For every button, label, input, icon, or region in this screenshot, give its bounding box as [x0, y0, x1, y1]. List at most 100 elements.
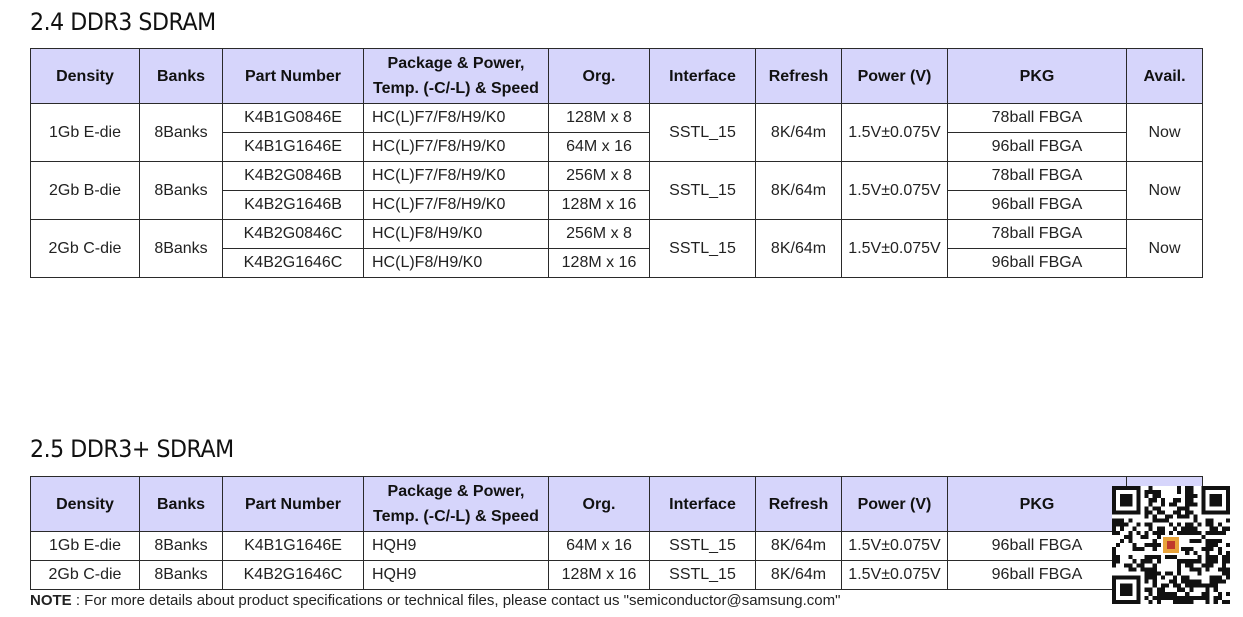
cell-part-number: K4B2G0846B	[222, 161, 364, 191]
cell-interface: SSTL_15	[649, 103, 756, 162]
cell-part-number: K4B2G1646B	[222, 190, 364, 220]
cell-package-speed: HC(L)F7/F8/H9/K0	[363, 190, 549, 220]
note-body: : For more details about product specifi…	[71, 592, 841, 609]
cell-density: 2Gb B-die	[30, 161, 140, 220]
note-label: NOTE	[30, 592, 72, 609]
ddr3-table: Density Banks Part Number Package & Powe…	[30, 48, 1203, 278]
cell-refresh: 8K/64m	[755, 219, 842, 278]
cell-org: 256M x 8	[548, 161, 650, 191]
cell-org: 128M x 16	[548, 560, 650, 590]
cell-density: 2Gb C-die	[30, 219, 140, 278]
cell-package-speed: HC(L)F8/H9/K0	[363, 248, 549, 278]
section-title-ddr3-plus: 2.5 DDR3+ SDRAM	[30, 435, 234, 463]
cell-package-speed: HQH9	[363, 531, 549, 561]
table-header-row: Density Banks Part Number Package & Powe…	[30, 476, 1203, 532]
cell-interface: SSTL_15	[649, 531, 756, 561]
cell-pkg: 78ball FBGA	[947, 219, 1127, 249]
cell-density: 2Gb C-die	[30, 560, 140, 590]
header-refresh: Refresh	[755, 48, 842, 104]
cell-org: 128M x 16	[548, 190, 650, 220]
cell-density: 1Gb E-die	[30, 103, 140, 162]
cell-avail: Now	[1126, 161, 1203, 220]
section-title-ddr3: 2.4 DDR3 SDRAM	[30, 8, 216, 36]
cell-refresh: 8K/64m	[755, 531, 842, 561]
cell-pkg: 78ball FBGA	[947, 161, 1127, 191]
header-org: Org.	[548, 48, 650, 104]
cell-package-speed: HC(L)F7/F8/H9/K0	[363, 103, 549, 133]
cell-banks: 8Banks	[139, 531, 223, 561]
cell-interface: SSTL_15	[649, 560, 756, 590]
header-package-speed: Package & Power, Temp. (-C/-L) & Speed	[363, 48, 549, 104]
cell-avail: Now	[1126, 103, 1203, 162]
cell-pkg: 96ball FBGA	[947, 560, 1127, 590]
cell-interface: SSTL_15	[649, 219, 756, 278]
cell-density: 1Gb E-die	[30, 531, 140, 561]
cell-package-speed: HC(L)F8/H9/K0	[363, 219, 549, 249]
header-pkg: PKG	[947, 48, 1127, 104]
header-package-line2: Temp. (-C/-L) & Speed	[373, 508, 539, 525]
cell-part-number: K4B1G1646E	[222, 531, 364, 561]
header-package-line1: Package & Power,	[387, 55, 525, 72]
cell-part-number: K4B1G1646E	[222, 132, 364, 162]
header-refresh: Refresh	[755, 476, 842, 532]
header-interface: Interface	[649, 476, 756, 532]
cell-power: 1.5V±0.075V	[841, 560, 948, 590]
header-org: Org.	[548, 476, 650, 532]
cell-part-number: K4B1G0846E	[222, 103, 364, 133]
header-part-number: Part Number	[222, 48, 364, 104]
cell-banks: 8Banks	[139, 560, 223, 590]
ddr3-plus-table: Density Banks Part Number Package & Powe…	[30, 476, 1203, 590]
header-package-speed: Package & Power, Temp. (-C/-L) & Speed	[363, 476, 549, 532]
note-text: NOTE : For more details about product sp…	[30, 592, 840, 609]
cell-org: 64M x 16	[548, 531, 650, 561]
table-row: 1Gb E-die 8Banks K4B1G1646E HQH9 64M x 1…	[30, 531, 1203, 561]
cell-banks: 8Banks	[139, 103, 223, 162]
cell-refresh: 8K/64m	[755, 560, 842, 590]
cell-power: 1.5V±0.075V	[841, 161, 948, 220]
table-row: 2Gb C-die 8Banks K4B2G0846C HC(L)F8/H9/K…	[30, 219, 1203, 278]
table-row: 2Gb B-die 8Banks K4B2G0846B HC(L)F7/F8/H…	[30, 161, 1203, 220]
cell-pkg: 78ball FBGA	[947, 103, 1127, 133]
cell-avail: Now	[1126, 219, 1203, 278]
cell-interface: SSTL_15	[649, 161, 756, 220]
cell-pkg: 96ball FBGA	[947, 132, 1127, 162]
header-density: Density	[30, 476, 140, 532]
table-row: 2Gb C-die 8Banks K4B2G1646C HQH9 128M x …	[30, 560, 1203, 590]
cell-org: 128M x 8	[548, 103, 650, 133]
header-pkg: PKG	[947, 476, 1127, 532]
header-package-line1: Package & Power,	[387, 483, 525, 500]
header-package-line2: Temp. (-C/-L) & Speed	[373, 80, 539, 97]
cell-power: 1.5V±0.075V	[841, 531, 948, 561]
header-banks: Banks	[139, 476, 223, 532]
cell-part-number: K4B2G1646C	[222, 560, 364, 590]
cell-banks: 8Banks	[139, 219, 223, 278]
table-row: K4B1G1646E HC(L)F7/F8/H9/K0 64M x 16 96b…	[31, 132, 1203, 162]
cell-refresh: 8K/64m	[755, 161, 842, 220]
qr-code-icon	[1112, 486, 1230, 604]
header-part-number: Part Number	[222, 476, 364, 532]
cell-org: 128M x 16	[548, 248, 650, 278]
cell-power: 1.5V±0.075V	[841, 103, 948, 162]
cell-part-number: K4B2G1646C	[222, 248, 364, 278]
header-interface: Interface	[649, 48, 756, 104]
header-power: Power (V)	[841, 48, 948, 104]
table-header-row: Density Banks Part Number Package & Powe…	[30, 48, 1203, 104]
cell-package-speed: HC(L)F7/F8/H9/K0	[363, 132, 549, 162]
cell-org: 256M x 8	[548, 219, 650, 249]
cell-banks: 8Banks	[139, 161, 223, 220]
cell-refresh: 8K/64m	[755, 103, 842, 162]
cell-pkg: 96ball FBGA	[947, 190, 1127, 220]
cell-power: 1.5V±0.075V	[841, 219, 948, 278]
cell-pkg: 96ball FBGA	[947, 248, 1127, 278]
header-avail: Avail.	[1126, 48, 1203, 104]
table-row: 1Gb E-die 8Banks K4B1G0846E HC(L)F7/F8/H…	[30, 103, 1203, 162]
header-power: Power (V)	[841, 476, 948, 532]
cell-pkg: 96ball FBGA	[947, 531, 1127, 561]
table-row: K4B2G1646B HC(L)F7/F8/H9/K0 128M x 16 96…	[31, 190, 1203, 220]
cell-org: 64M x 16	[548, 132, 650, 162]
header-banks: Banks	[139, 48, 223, 104]
table-row: K4B2G1646C HC(L)F8/H9/K0 128M x 16 96bal…	[31, 248, 1203, 278]
cell-part-number: K4B2G0846C	[222, 219, 364, 249]
header-density: Density	[30, 48, 140, 104]
cell-package-speed: HC(L)F7/F8/H9/K0	[363, 161, 549, 191]
